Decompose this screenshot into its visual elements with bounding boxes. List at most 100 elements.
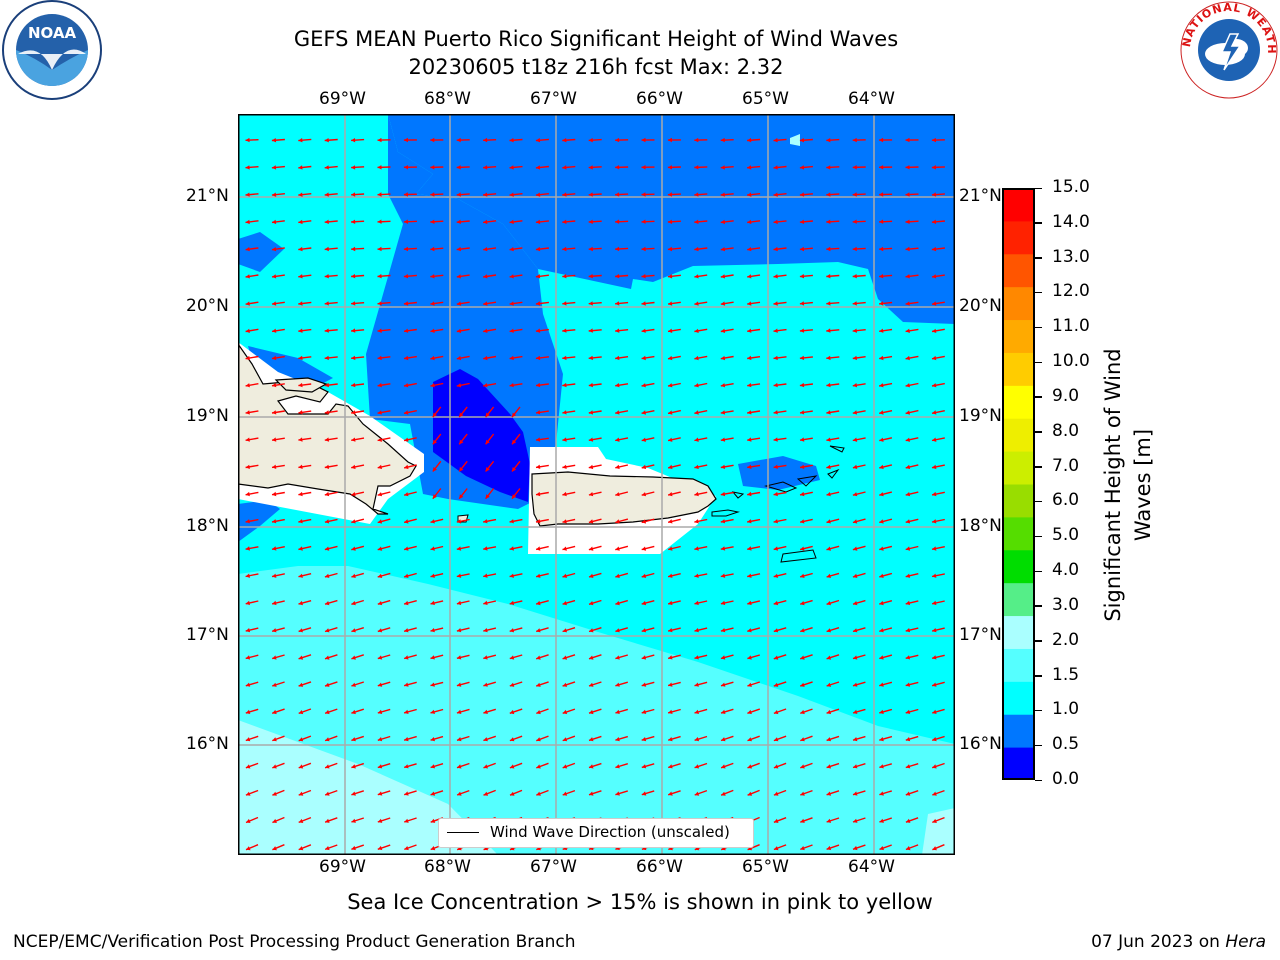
wave-arrow-head (667, 274, 673, 279)
wave-arrow-head (800, 846, 805, 851)
colorbar-segment (1003, 253, 1034, 288)
wave-arrow-head (668, 328, 673, 333)
wave-arrow-head (562, 601, 567, 606)
wave-arrow-head (324, 246, 329, 252)
colorbar-tick-mark (1035, 570, 1042, 573)
wave-arrow-head (404, 737, 409, 742)
wave-arrow-head (852, 137, 857, 143)
wave-arrow-head (668, 492, 673, 497)
wave-arrow-head (826, 464, 831, 470)
wave-arrow-head (615, 410, 620, 415)
wave-arrow-head (536, 655, 541, 660)
wave-arrow-head (509, 165, 514, 170)
wave-arrow-head (615, 764, 620, 769)
map-panel (238, 114, 955, 855)
lat-label-left: 20°N (186, 296, 229, 316)
wave-arrow-head (324, 382, 329, 388)
wave-arrow-head (298, 600, 303, 606)
wave-arrow-head (932, 301, 937, 306)
colorbar-tick-mark (1035, 675, 1042, 677)
wave-arrow-head (509, 655, 515, 660)
wave-arrow-head (404, 628, 409, 633)
lon-label-bottom: 67°W (530, 857, 577, 877)
wave-arrow-head (747, 791, 753, 796)
wave-arrow-head (377, 355, 382, 361)
wave-arrow-head (588, 382, 593, 388)
wave-arrow-head (826, 791, 832, 796)
wave-arrow-head (852, 383, 858, 388)
wave-arrow-head (432, 439, 437, 445)
wave-arrow-head (694, 791, 700, 796)
wave-arrow-head (351, 655, 356, 660)
lat-label-right: 19°N (959, 406, 1002, 426)
nws-logo: NATIONAL WEATHER SERVICE (1173, 0, 1280, 100)
colorbar-segment (1003, 714, 1034, 748)
wave-arrow-head (456, 301, 462, 306)
wave-arrow-head (747, 464, 752, 469)
wave-arrow-head (483, 192, 488, 197)
wave-arrow-head (852, 192, 857, 197)
wave-arrow-head (668, 301, 673, 306)
wave-arrow-head (459, 412, 464, 418)
wave-arrow-head (562, 437, 567, 442)
wave-arrow-head (588, 519, 594, 524)
wave-arrow-head (324, 165, 329, 170)
wave-arrow-head (641, 492, 647, 497)
wave-arrow-head (800, 791, 805, 796)
wave-arrow-head (430, 519, 435, 524)
wave-arrow-head (298, 355, 303, 361)
colorbar-tick-mark (1035, 744, 1042, 747)
wave-arrow-head (430, 546, 435, 551)
colorbar-segment (1003, 220, 1034, 255)
wave-arrow-head (694, 192, 699, 197)
wave-arrow-head (589, 655, 594, 660)
wave-arrow-head (509, 192, 514, 197)
wave-arrow-head (826, 301, 831, 306)
wave-arrow-head (272, 410, 277, 415)
wave-arrow-head (931, 192, 937, 197)
wave-arrow-head (483, 791, 489, 796)
colorbar-segment (1003, 681, 1034, 715)
wave-arrow-head (641, 328, 646, 333)
wave-arrow-head (694, 519, 699, 524)
wave-arrow-head (853, 655, 858, 660)
wave-arrow-head (536, 791, 541, 796)
wave-arrow-head (853, 601, 858, 606)
wave-arrow-head (800, 764, 805, 769)
wave-arrow-head (404, 328, 409, 333)
wave-arrow-head (694, 464, 699, 470)
wave-arrow-head (879, 192, 884, 197)
wave-arrow-head (456, 628, 462, 633)
wave-arrow-head (404, 383, 409, 388)
wave-arrow-head (667, 192, 672, 197)
wave-arrow-head (298, 382, 303, 388)
wave-arrow-head (694, 709, 699, 714)
lon-label-top: 65°W (742, 89, 789, 109)
wave-arrow-head (799, 138, 805, 143)
wave-arrow-head (272, 437, 277, 442)
wave-arrow-head (905, 274, 910, 279)
colorbar-tick-label: 5.0 (1052, 525, 1080, 546)
wave-arrow-head (641, 274, 646, 279)
colorbar-tick-label: 10.0 (1052, 351, 1090, 372)
wave-arrow-head (432, 467, 437, 472)
wave-arrow-head (272, 791, 277, 796)
wave-arrow-head (536, 764, 541, 769)
wave-arrow-head (272, 464, 277, 469)
wave-arrow-head (245, 764, 251, 769)
wave-arrow-head (879, 165, 884, 170)
wave-arrow-head (800, 410, 805, 415)
wave-arrow-head (932, 355, 937, 361)
wave-arrow-head (536, 628, 541, 633)
wave-arrow-head (931, 165, 936, 170)
wave-arrow-head (298, 655, 304, 660)
wave-arrow-head (826, 246, 831, 252)
wave-arrow-head (351, 519, 356, 524)
wave-arrow-head (456, 383, 462, 388)
colorbar-tick-label: 7.0 (1052, 455, 1080, 476)
wave-arrow-head (615, 682, 620, 687)
wave-arrow-head (377, 682, 383, 687)
wave-arrow-head (773, 818, 779, 823)
wave-arrow-head (773, 710, 779, 715)
wave-arrow-head (773, 138, 778, 143)
